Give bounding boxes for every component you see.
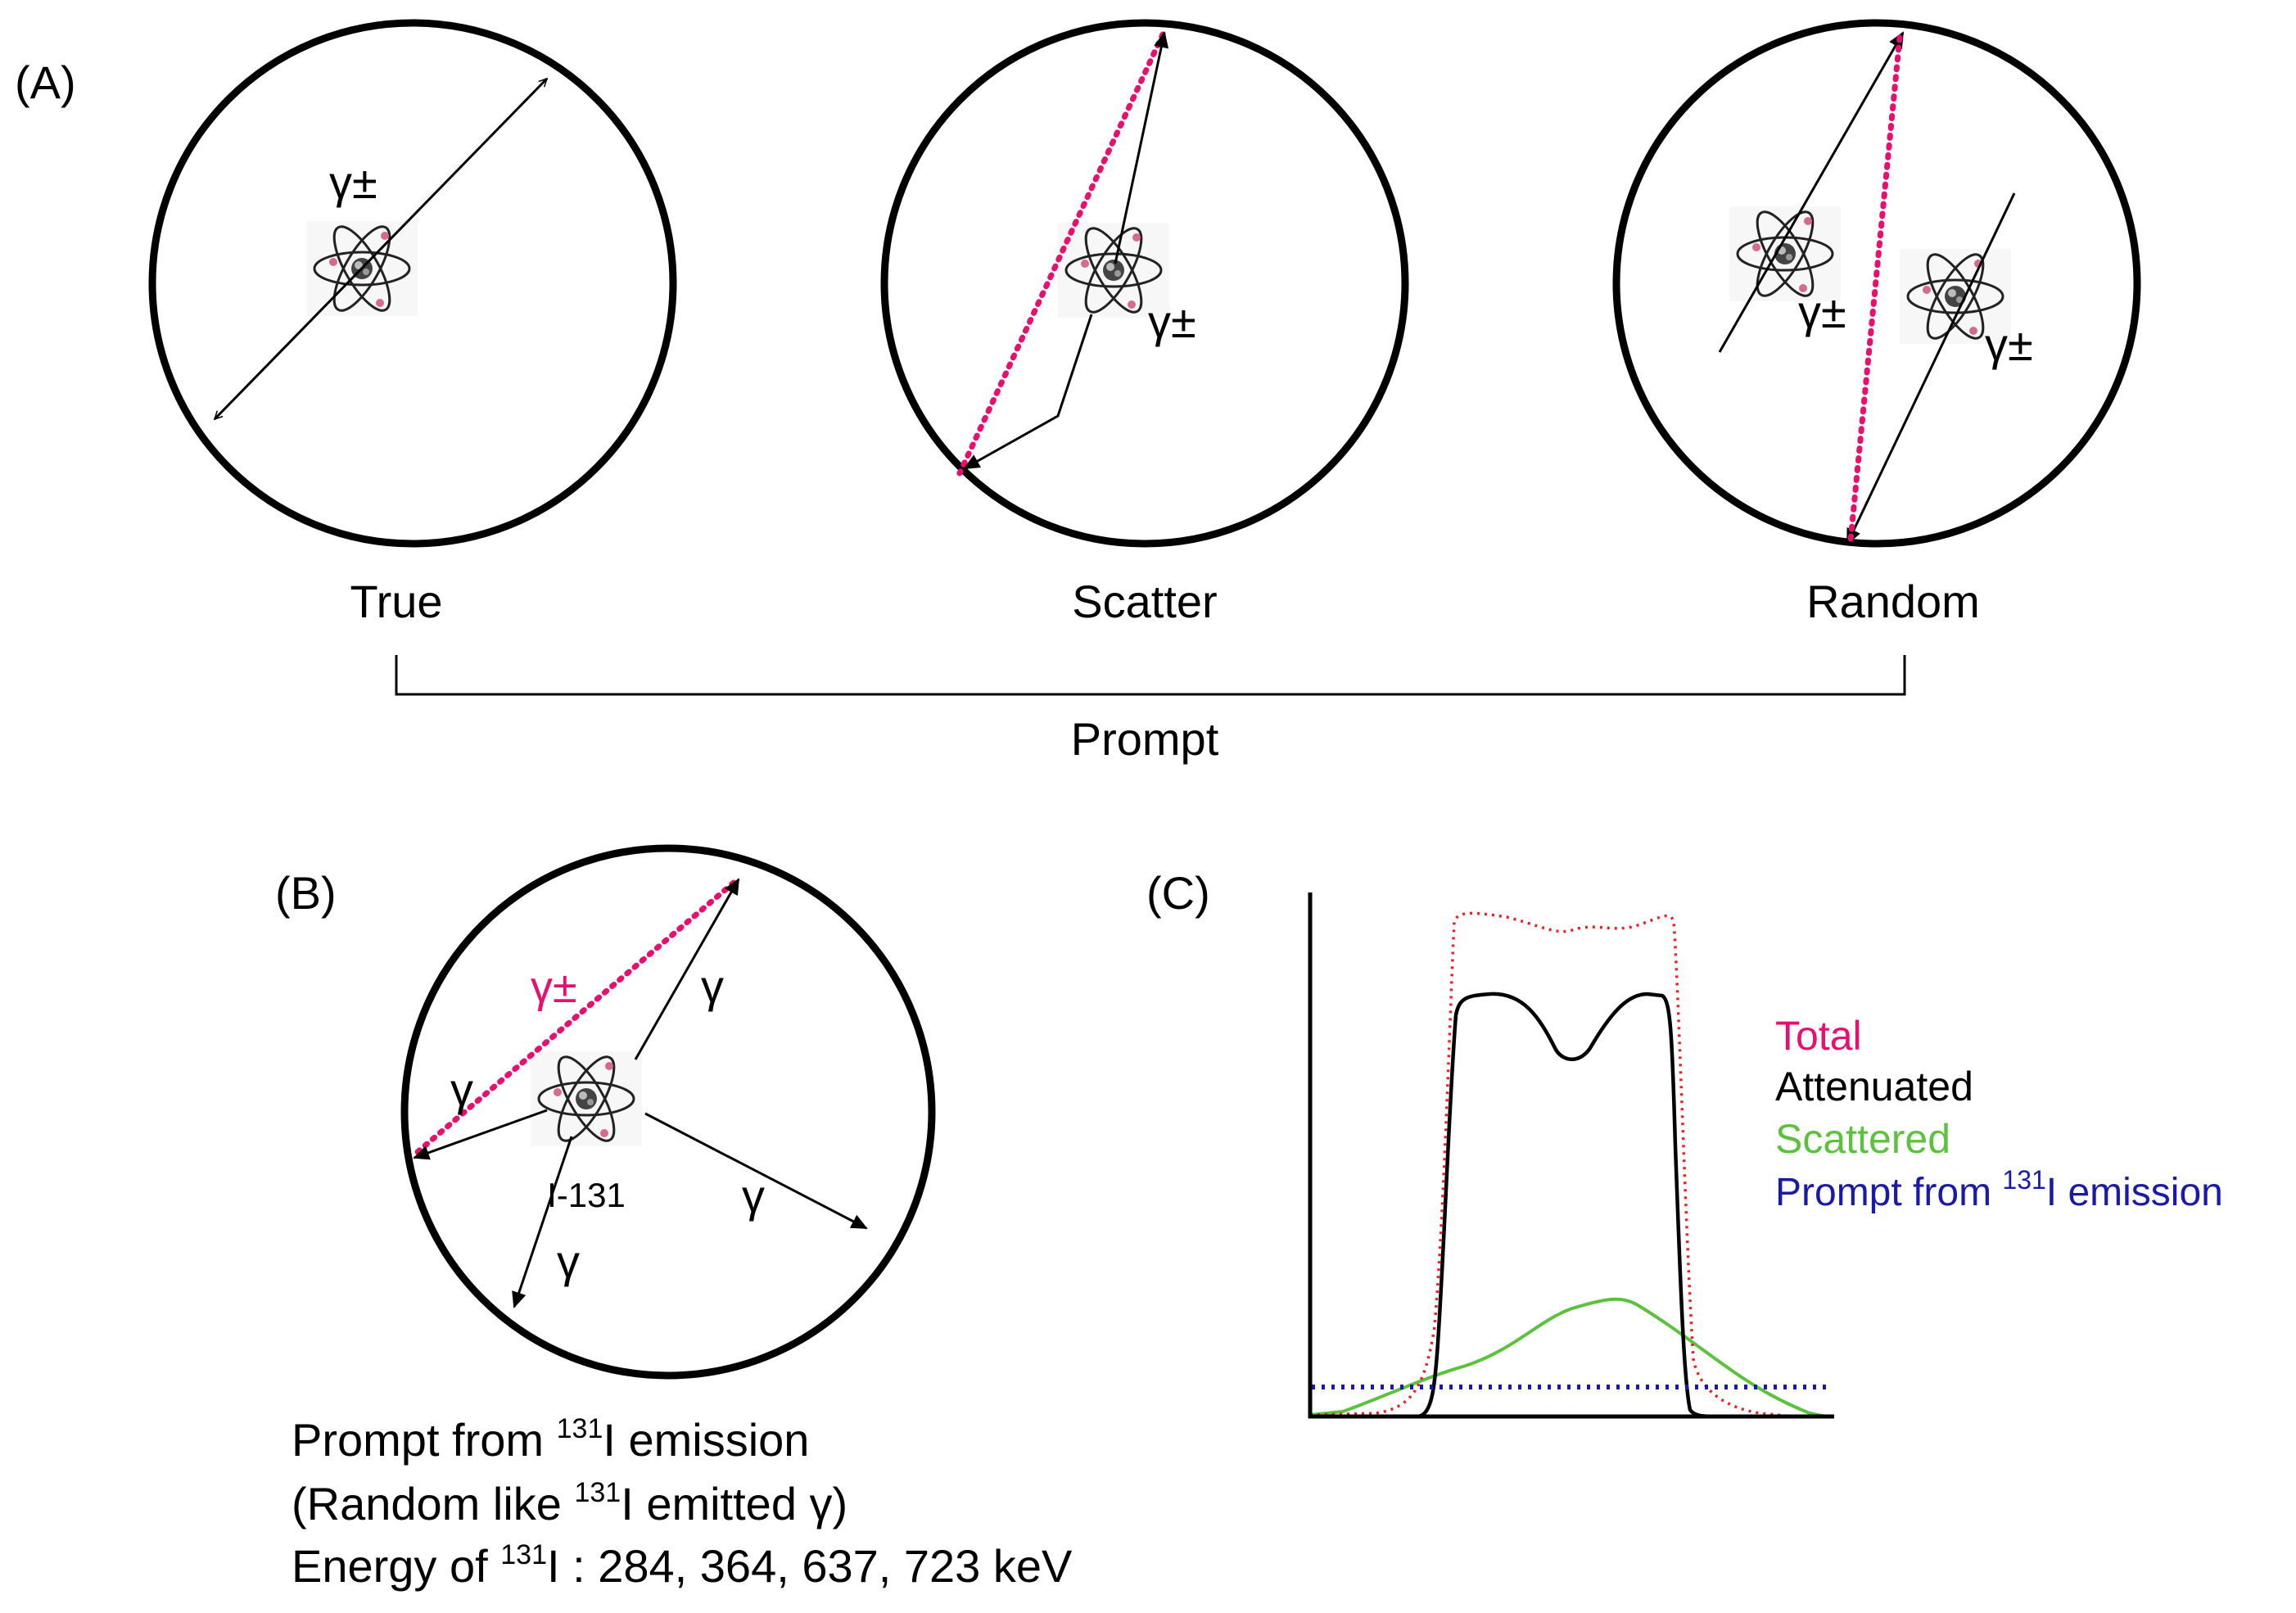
panel-a-label: (A) — [15, 56, 76, 108]
gamma-arrow-up — [634, 878, 740, 1060]
gamma-label-left: γ — [450, 1064, 473, 1115]
annihilation-label-1: γ± — [1798, 286, 1846, 337]
line-of-response — [215, 79, 547, 419]
gamma-label-up: γ — [701, 960, 724, 1012]
legend-total: Total — [1775, 1013, 1862, 1059]
caption-line-2: (Random like 131I emitted γ) — [292, 1477, 847, 1529]
atom-icon — [529, 1048, 644, 1150]
panel-c: (C) Total Attenuated Scattered Prompt fr… — [1146, 867, 2223, 1419]
line-of-response — [409, 879, 737, 1159]
legend-prompt: Prompt from 131I emission — [1775, 1165, 2223, 1214]
attenuated-curve — [1310, 992, 1834, 1419]
caption-line-1: Prompt from 131I emission — [292, 1413, 809, 1466]
random-label: Random — [1806, 576, 1980, 627]
gamma-label-right: γ — [742, 1170, 765, 1222]
caption-line-3: Energy of 131I : 284, 364, 637, 723 keV — [292, 1539, 1073, 1592]
panel-b: (B) γ± γ γ γ γ I-131 Prompt from 131I em… — [275, 844, 1073, 1592]
prompt-label: Prompt — [1071, 713, 1219, 765]
detector-ring-scatter: γ± — [880, 19, 1409, 548]
annihilation-label-2: γ± — [1985, 319, 2033, 370]
gamma-arrow-down — [512, 1136, 573, 1308]
profile-plot — [1308, 892, 1834, 1419]
photon-path-1 — [1718, 31, 1905, 353]
scattered-photon-path — [963, 314, 1093, 470]
scatter-label: Scatter — [1072, 576, 1217, 627]
detector-ring-true: γ± — [148, 19, 677, 548]
false-line-of-response — [1847, 34, 1903, 544]
annihilation-label: γ± — [1148, 296, 1196, 347]
photon-path — [1114, 31, 1169, 264]
detector-ring-i131: γ± γ γ γ γ I-131 — [400, 844, 936, 1380]
photon-path-2 — [1846, 192, 2016, 545]
prompt-bracket — [395, 655, 1906, 696]
gamma-arrow-right — [644, 1112, 868, 1230]
annihilation-label: γ± — [531, 963, 577, 1012]
panel-c-label: (C) — [1146, 867, 1210, 919]
legend-scattered: Scattered — [1775, 1116, 1950, 1162]
annihilation-label: γ± — [329, 156, 377, 208]
false-line-of-response — [956, 31, 1166, 477]
true-label: True — [350, 576, 442, 627]
scattered-curve — [1309, 1297, 1827, 1418]
gamma-label-down: γ — [557, 1236, 580, 1287]
legend: Total Attenuated Scattered Prompt from 1… — [1775, 1013, 2223, 1214]
detector-ring-random: γ± γ± — [1612, 19, 2141, 548]
isotope-label: I-131 — [547, 1176, 626, 1214]
panel-b-label: (B) — [275, 867, 337, 919]
panel-b-caption: Prompt from 131I emission (Random like 1… — [292, 1413, 1073, 1592]
panel-a: (A) γ± True γ± Scatter γ± γ — [15, 19, 2141, 765]
gamma-arrow-left — [413, 1109, 548, 1160]
total-curve — [1309, 911, 1794, 1418]
legend-attenuated: Attenuated — [1775, 1064, 1973, 1109]
